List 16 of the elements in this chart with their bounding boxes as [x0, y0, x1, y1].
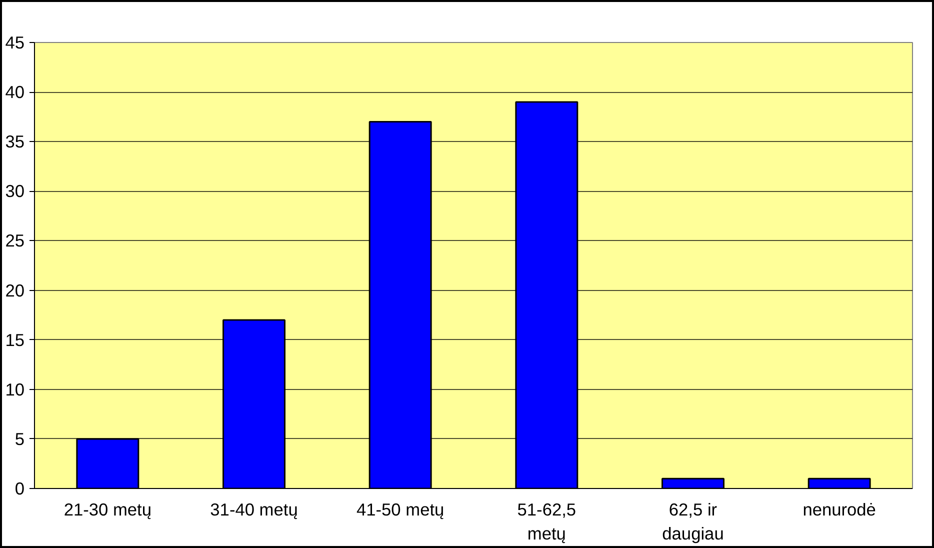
x-tick-label: 31-40 metų: [210, 500, 298, 520]
y-tick-label: 0: [14, 478, 25, 498]
y-tick-label: 15: [5, 330, 25, 350]
x-tick-label: 62,5 ir daugiau: [662, 500, 724, 544]
y-tick-label: 40: [5, 82, 25, 102]
y-tick-label: 5: [14, 428, 25, 449]
y-tick-label: 10: [5, 379, 25, 400]
x-tick-label: nenurodė: [802, 500, 876, 520]
x-tick-label: 51-62,5 metų: [517, 500, 576, 544]
y-tick-label: 20: [5, 280, 25, 300]
y-tick-label: 25: [5, 230, 25, 251]
y-tick-label: 45: [5, 32, 25, 52]
x-tick-label: 41-50 metų: [356, 500, 444, 520]
y-tick-label: 35: [5, 132, 25, 152]
y-tick-label: 30: [5, 181, 25, 202]
x-tick-label: 21-30 metų: [64, 500, 152, 520]
